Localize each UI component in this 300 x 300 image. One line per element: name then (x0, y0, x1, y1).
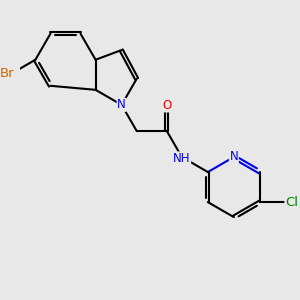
Text: Cl: Cl (285, 196, 298, 208)
Text: NH: NH (173, 152, 190, 165)
Text: N: N (117, 98, 126, 111)
Text: Br: Br (0, 67, 15, 80)
Text: N: N (230, 151, 238, 164)
Text: O: O (162, 99, 171, 112)
